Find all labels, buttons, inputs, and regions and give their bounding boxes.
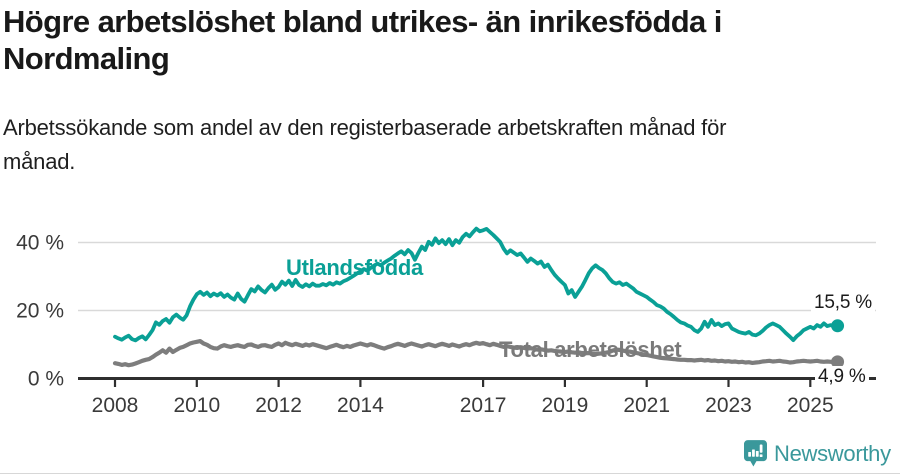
chart-subtitle-line-1: Arbetssökande som andel av den registerb… <box>3 115 727 140</box>
x-axis-tick-label: 2008 <box>92 394 139 417</box>
series-label-total-arbetsloshet: Total arbetslöshet <box>499 337 682 362</box>
chart-subtitle-line-2: månad. <box>3 149 76 174</box>
series-label-utlandsfodda: Utlandsfödda <box>286 255 423 280</box>
newsworthy-logo[interactable]: Newsworthy <box>744 440 891 467</box>
y-axis-tick-label: 20 % <box>16 300 64 323</box>
x-axis-tick-label: 2017 <box>460 394 507 417</box>
chart-title: Högre arbetslöshet bland utrikes- än inr… <box>3 3 863 77</box>
x-axis-tick-label: 2019 <box>542 394 589 417</box>
series-line-utlandsfodda <box>113 226 840 343</box>
series-line-total <box>112 339 840 368</box>
x-axis-tick-label: 2023 <box>705 394 752 417</box>
chart-title-line-1: Högre arbetslöshet bland utrikes- än inr… <box>3 4 722 39</box>
newsworthy-wordmark: Newsworthy <box>774 440 891 466</box>
series-endpoint-dot <box>831 355 845 369</box>
newsworthy-bubble-chart-icon <box>744 440 767 467</box>
x-axis-tick-label: 2012 <box>255 394 302 417</box>
end-value-label-total: 4,9 % <box>815 366 869 388</box>
y-axis-tick-label: 40 % <box>16 232 64 255</box>
series-endpoint-dot <box>831 319 845 333</box>
x-axis-tick-label: 2025 <box>787 394 834 417</box>
x-axis-tick-label: 2010 <box>173 394 220 417</box>
y-axis-tick-label: 0 % <box>28 368 64 391</box>
chart-subtitle: Arbetssökande som andel av den registerb… <box>3 111 843 179</box>
x-axis-tick-label: 2014 <box>337 394 384 417</box>
chart-title-line-2: Nordmaling <box>3 41 170 76</box>
end-value-label-utlandsfodda: 15,5 % <box>811 292 875 314</box>
x-axis-tick-label: 2021 <box>623 394 670 417</box>
